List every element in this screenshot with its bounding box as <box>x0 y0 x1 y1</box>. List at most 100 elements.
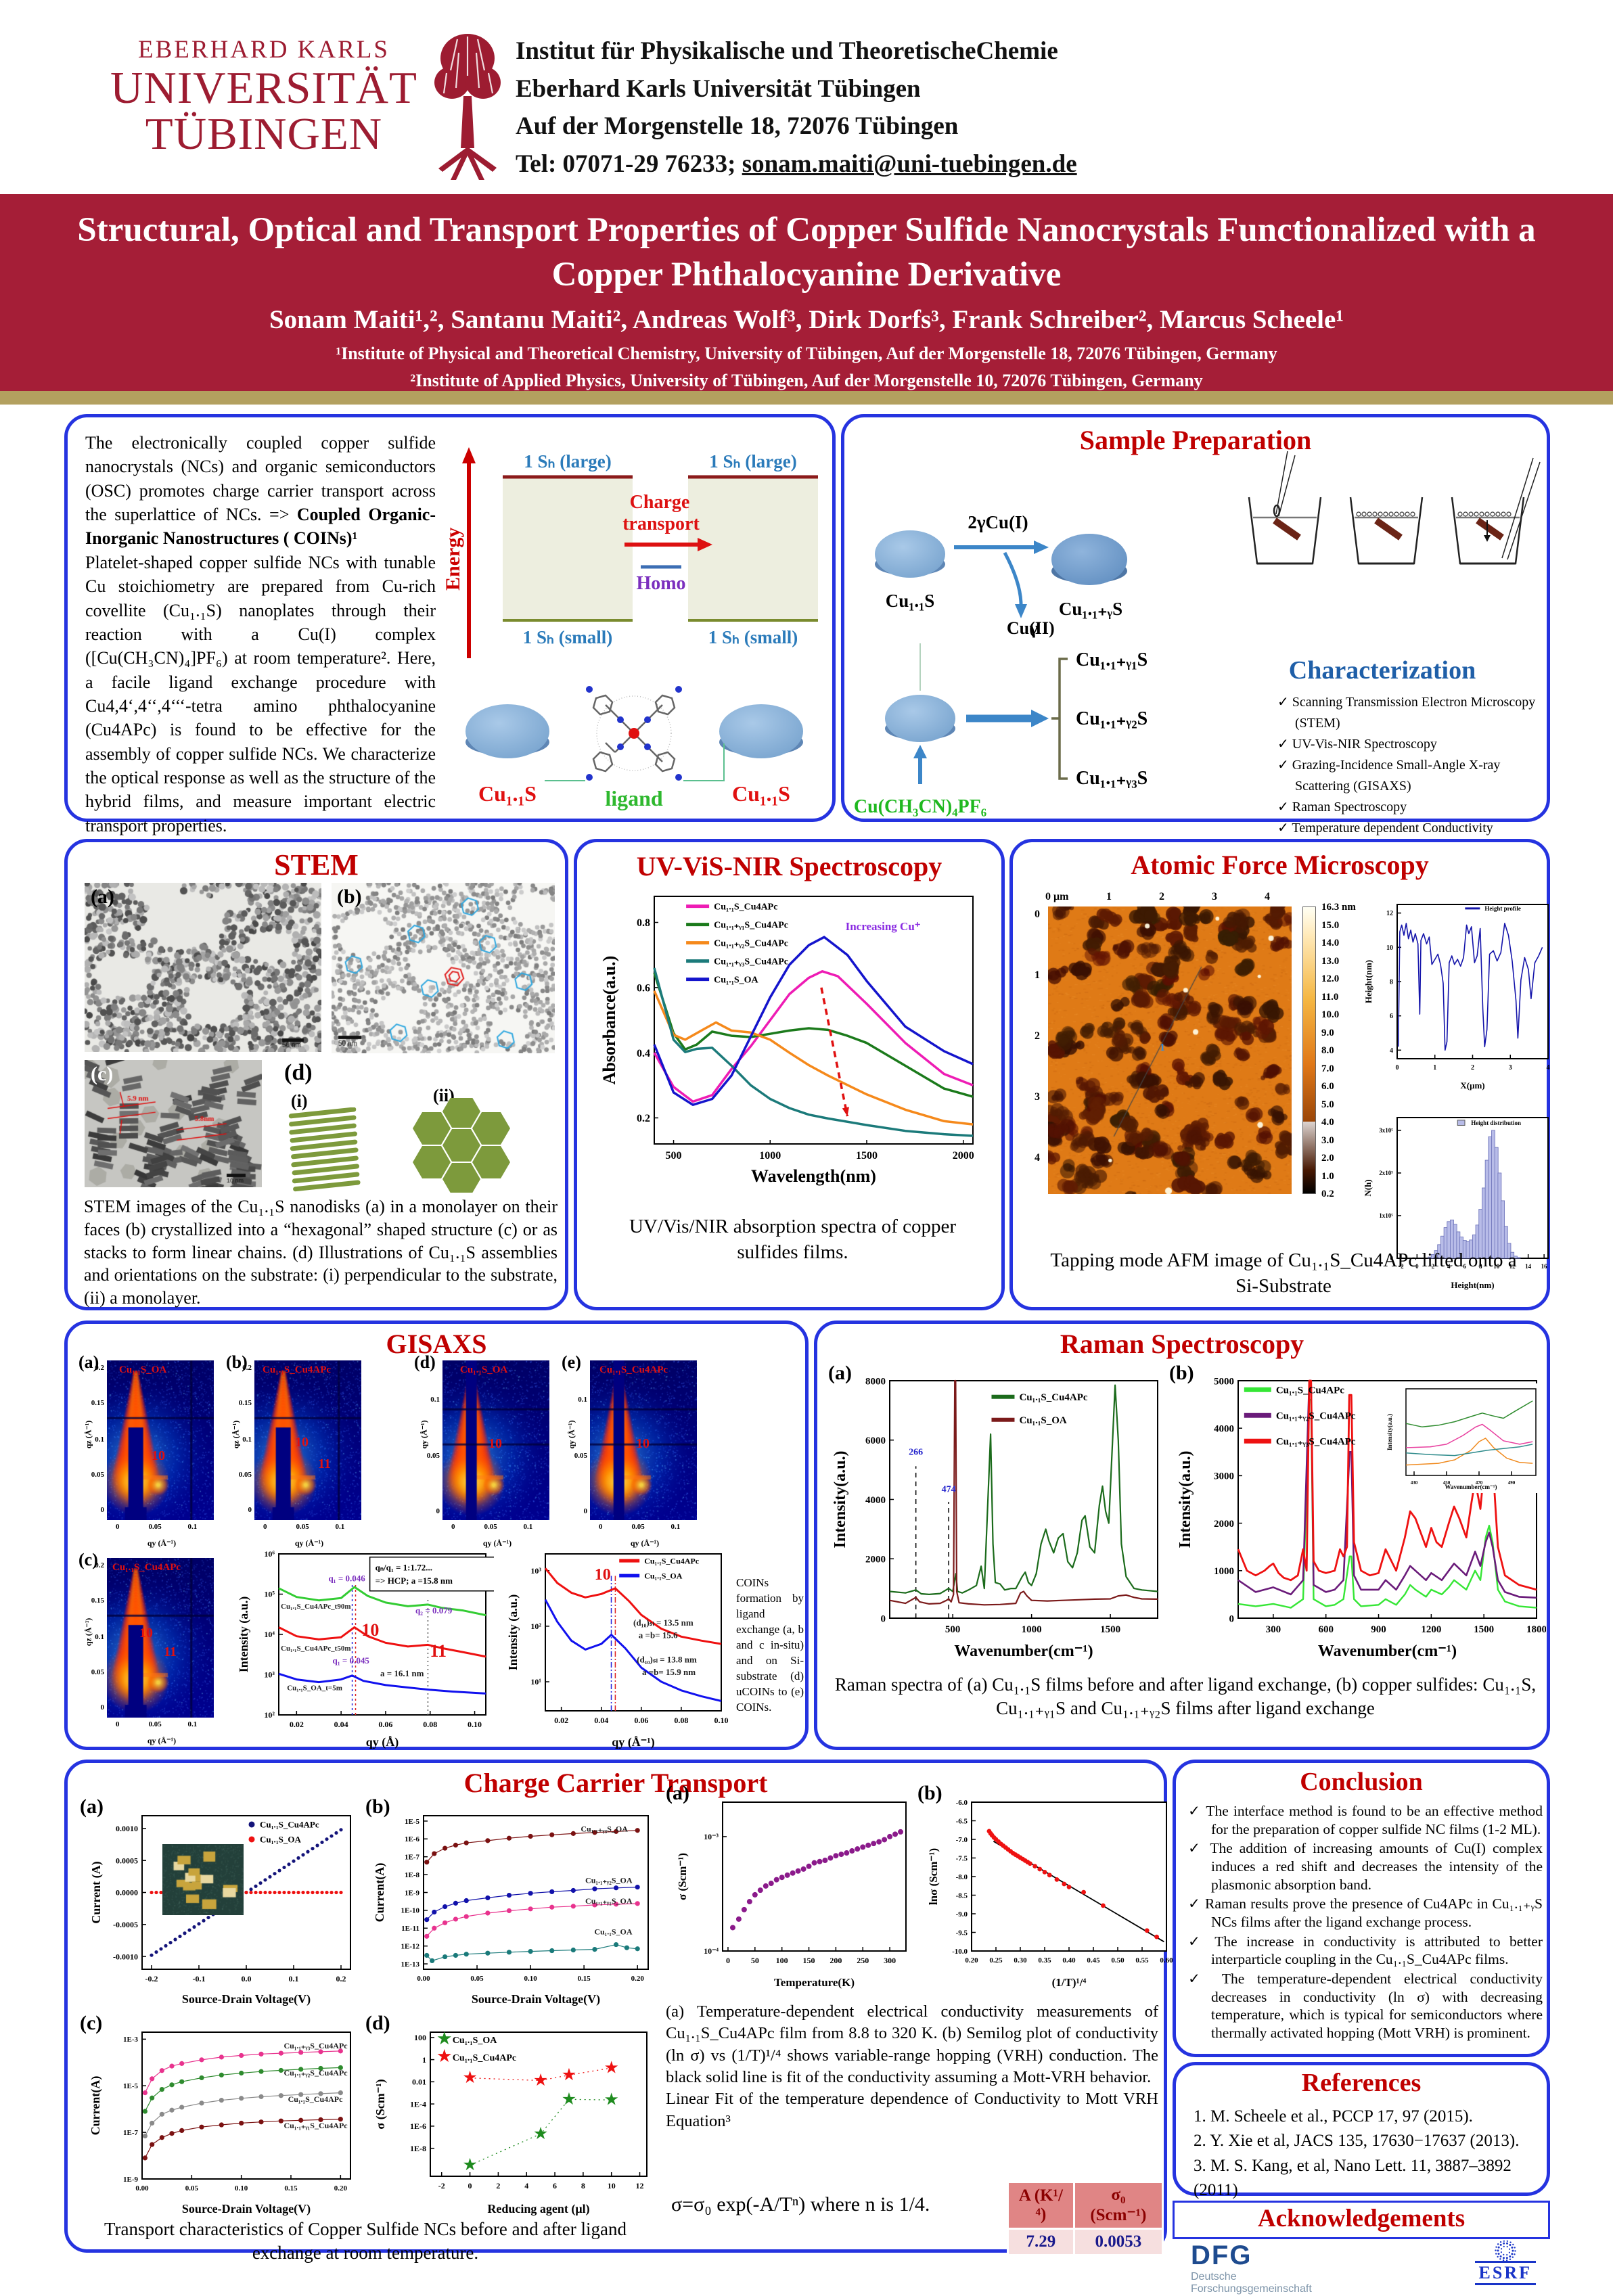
conclusion-item: ✓ The interface method is found to be an… <box>1188 1803 1543 1837</box>
svg-text:-2: -2 <box>438 2181 445 2190</box>
stacks-illustration <box>288 1107 361 1192</box>
svg-text:-0.0005: -0.0005 <box>113 1920 138 1929</box>
svg-text:-9.0: -9.0 <box>956 1910 968 1919</box>
intro-p1: The electronically coupled copper sulfid… <box>85 433 436 525</box>
conclusion-item: ✓ The addition of increasing amounts of … <box>1188 1840 1543 1893</box>
svg-text:10³: 10³ <box>530 1566 541 1576</box>
svg-text:(d₁₀)ₛₗ = 13.5 nm: (d₁₀)ₛₗ = 13.5 nm <box>633 1617 694 1628</box>
stem-image-a <box>85 883 321 1052</box>
svg-text:(1/T)¹/⁴: (1/T)¹/⁴ <box>1052 1976 1087 1989</box>
svg-text:Cu₁.₁S_Cu4APc: Cu₁.₁S_Cu4APc <box>260 1820 319 1830</box>
svg-text:★: ★ <box>436 2028 453 2048</box>
svg-text:1 Sₕ (small): 1 Sₕ (small) <box>523 627 612 647</box>
tel: Tel: 07071-29 76233; <box>516 150 742 178</box>
afm-image <box>1048 906 1292 1194</box>
svg-text:Cu₁.₁₊ᵧ₃S_Cu4APc: Cu₁.₁₊ᵧ₃S_Cu4APc <box>283 2041 348 2050</box>
svg-text:2: 2 <box>496 2181 500 2190</box>
svg-text:10⁶: 10⁶ <box>264 1549 275 1559</box>
stem-caption: STEM images of the Cu₁.₁S nanodisks (a) … <box>84 1197 558 1308</box>
svg-text:2000: 2000 <box>1214 1519 1234 1530</box>
svg-text:6: 6 <box>1390 1013 1393 1020</box>
svg-text:Temperature(K): Temperature(K) <box>774 1976 855 1989</box>
check-icon: ✓ <box>1277 821 1289 835</box>
svg-text:-9.5: -9.5 <box>956 1929 968 1937</box>
svg-text:Absorbance(a.u.): Absorbance(a.u.) <box>601 956 619 1085</box>
svg-text:1E-6: 1E-6 <box>405 1835 420 1843</box>
svg-text:1 Sₕ (large): 1 Sₕ (large) <box>524 451 611 472</box>
uvvis-box: UV-ViS-NIR Spectroscopy 500 1000 1500 2000 0… <box>574 839 1005 1310</box>
stem-title: STEM <box>274 848 359 881</box>
svg-text:Cu₁.₁S_Cu4APc: Cu₁.₁S_Cu4APc <box>453 2053 516 2063</box>
svg-text:0.8: 0.8 <box>637 917 650 929</box>
check-icon: ✓ <box>1188 1840 1204 1857</box>
svg-text:2000: 2000 <box>865 1555 886 1565</box>
intro-p2: Platelet-shaped copper sulfide NCs with … <box>85 552 436 835</box>
svg-text:γ Cu(II): γ Cu(II) <box>1002 618 1054 638</box>
svg-text:1500: 1500 <box>1100 1624 1120 1635</box>
svg-text:10²: 10² <box>530 1622 541 1631</box>
svg-text:1E-6: 1E-6 <box>410 2121 426 2131</box>
svg-text:0.01: 0.01 <box>412 2077 426 2087</box>
check-icon: ✓ <box>1277 800 1289 814</box>
svg-text:1200: 1200 <box>1421 1624 1441 1635</box>
svg-text:Cu₁.₁S_OA_t=5m: Cu₁.₁S_OA_t=5m <box>287 1684 342 1692</box>
svg-text:0: 0 <box>468 2181 472 2190</box>
svg-text:σ (Scm⁻¹): σ (Scm⁻¹) <box>373 2079 388 2129</box>
panel-label-rb: (b) <box>917 1782 942 1804</box>
svg-text:10⁴: 10⁴ <box>264 1630 275 1639</box>
svg-text:1E-13: 1E-13 <box>401 1960 420 1969</box>
svg-text:0.08: 0.08 <box>423 1720 437 1729</box>
svg-text:1 Sₕ (small): 1 Sₕ (small) <box>708 627 798 647</box>
svg-text:q₁ = 0.045: q₁ = 0.045 <box>333 1655 370 1666</box>
svg-text:1500: 1500 <box>856 1150 878 1162</box>
svg-text:1000: 1000 <box>759 1150 781 1162</box>
svg-text:Cu₁.₁S: Cu₁.₁S <box>886 591 934 611</box>
svg-text:0.30: 0.30 <box>1014 1956 1027 1965</box>
conclusion-item: ✓ The increase in conductivity is attrib… <box>1188 1933 1543 1968</box>
svg-text:Cu₁.₁₊ᵧ₃S: Cu₁.₁₊ᵧ₃S <box>1076 768 1148 789</box>
svg-text:-7.5: -7.5 <box>956 1854 968 1862</box>
svg-text:q₂ = 0.079: q₂ = 0.079 <box>415 1605 453 1615</box>
gisaxs-map-c: (c) Cu₁.₁S_Cu4APc 10 11 0.2 0.15 0.1 0.05 0 0… <box>77 1550 219 1747</box>
ligand-coupling-diagram: Cu₁.₁S ligand Cu₁.₁S <box>465 686 803 810</box>
svg-text:11: 11 <box>430 1641 447 1661</box>
svg-text:Intensity (a.u.): Intensity (a.u.) <box>506 1594 520 1671</box>
sigma-vs-temperature-chart: 0 50 100 150 200 250 300 10⁻³ 10⁻⁴ Temperature(K)… <box>676 1801 907 1989</box>
svg-text:-8.5: -8.5 <box>956 1891 968 1900</box>
svg-text:-7.0: -7.0 <box>956 1836 968 1844</box>
svg-text:0.20: 0.20 <box>965 1956 978 1965</box>
intro-paragraph: The electronically coupled copper sulfid… <box>85 431 436 837</box>
svg-text:0.10: 0.10 <box>714 1716 729 1725</box>
svg-text:Charge: Charge <box>630 492 690 513</box>
svg-text:12: 12 <box>1386 910 1393 917</box>
contact-line: Tel: 07071-29 76233; sonam.maiti@uni-tue… <box>516 145 1077 183</box>
svg-text:Height profile: Height profile <box>1484 905 1521 912</box>
svg-text:0.20: 0.20 <box>631 1975 645 1983</box>
svg-text:4000: 4000 <box>1214 1423 1234 1434</box>
svg-text:0.04: 0.04 <box>594 1716 608 1725</box>
svg-text:0.15: 0.15 <box>578 1975 591 1983</box>
check-icon: ✓ <box>1188 1933 1206 1950</box>
svg-text:Wavenumber(cm⁻¹): Wavenumber(cm⁻¹) <box>1445 1484 1497 1490</box>
email-link[interactable]: sonam.maiti@uni-tuebingen.de <box>742 150 1077 178</box>
panel-label-ra: (a) <box>666 1782 689 1804</box>
afm-color-scale <box>1302 906 1316 1194</box>
dfg-abbr: DFG <box>1191 2241 1252 2270</box>
svg-text:0.08: 0.08 <box>674 1716 688 1725</box>
svg-text:Current(A): Current(A) <box>89 2076 103 2136</box>
svg-text:Cu₁.₁₊ᵧ₁S_Cu4APc: Cu₁.₁₊ᵧ₁S_Cu4APc <box>714 920 788 930</box>
svg-text:0.45: 0.45 <box>1087 1956 1100 1965</box>
check-icon: ✓ <box>1277 758 1289 773</box>
svg-text:1000: 1000 <box>1022 1624 1042 1635</box>
afm-caption: Tapping mode AFM image of Cu₁.₁S_C­u4APc… <box>1050 1249 1517 1297</box>
svg-text:Intensity (a.u.): Intensity (a.u.) <box>237 1597 251 1673</box>
svg-text:8: 8 <box>1390 979 1393 986</box>
conclusion-list: ✓ The interface method is found to be an… <box>1188 1802 1543 2044</box>
svg-text:★: ★ <box>533 2071 548 2090</box>
svg-text:Cu₁.₁₊ᵧ₃S_Cu4APc: Cu₁.₁₊ᵧ₃S_Cu4APc <box>1276 1437 1356 1448</box>
svg-text:N(h): N(h) <box>1363 1179 1373 1196</box>
svg-text:10: 10 <box>595 1566 611 1584</box>
svg-text:0.0010: 0.0010 <box>116 1824 138 1833</box>
svg-text:0.0005: 0.0005 <box>116 1856 138 1865</box>
svg-text:0.00: 0.00 <box>417 1975 430 1983</box>
